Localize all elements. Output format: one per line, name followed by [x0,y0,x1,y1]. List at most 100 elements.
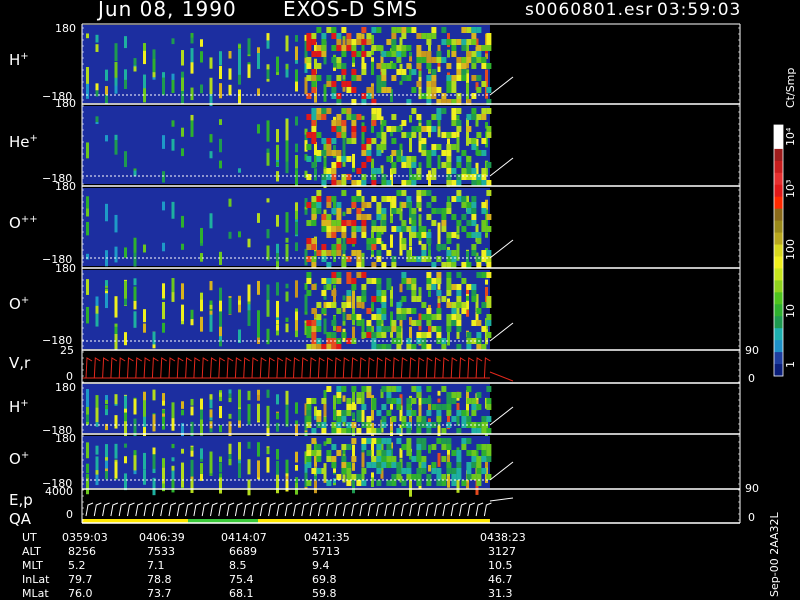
spectrogram-cell [331,456,337,462]
y-tick-max: 180 [55,180,76,193]
spectrogram-cell [466,251,469,268]
spectrogram-cell [171,404,175,419]
spectrogram-cell [406,132,412,138]
energy-mark [450,502,459,517]
spectrogram-cell [475,118,479,127]
spectrogram-cell [406,410,412,416]
spectrogram-cell [219,425,222,433]
spectrogram-cell [371,262,377,268]
spectrogram-cell [321,290,327,296]
spectrogram-cell [371,428,377,434]
spectrogram-cell [475,294,479,305]
header-mission: EXOS-D SMS [283,0,419,21]
spectrogram-cell [181,304,184,322]
spectrogram-cell [486,428,492,434]
spectrogram-cell [361,438,367,444]
spectrogram-cell [436,99,442,105]
spectrogram-cell [181,401,184,409]
colorbar-swatch [774,232,783,246]
spectrogram-cell [171,443,175,449]
spectrogram-cell [456,326,462,332]
spectrogram-cell [396,474,402,480]
spectrogram-cell [416,392,422,398]
spectrogram-cell [431,168,437,174]
spectrogram-cell [361,115,365,120]
spectrogram-cell [396,344,402,350]
spectrogram-cell [321,51,327,57]
spectrogram-cell [86,67,89,84]
spectrogram-cell [437,452,441,467]
spectrogram-cell [486,450,492,456]
spectrogram-cell [471,450,477,456]
spectrogram-cell [466,405,469,419]
spectrogram-cell [323,140,327,158]
spectrogram-cell [257,47,260,57]
spectrogram-cell [247,38,251,55]
spectrogram-cell [411,284,417,290]
spectrogram-cell [346,33,352,39]
spectrogram-cell [451,180,457,186]
spectrogram-cell [371,250,374,255]
spectrogram-cell [361,252,365,268]
spectrogram-cell [152,58,156,72]
spectrogram-cell [486,87,492,93]
spectrogram-cell [336,244,342,250]
spectrogram-cell [361,444,367,450]
spectrogram-cell [418,287,422,298]
spectrogram-cell [341,332,347,338]
spectrogram-cell [481,114,487,120]
spectrogram-cell [481,208,487,214]
spectrogram-cell [361,93,367,99]
spectrogram-cell [376,450,382,456]
spectrogram-cell [228,397,232,403]
energy-mark [334,502,343,517]
spectrogram-cell [401,220,407,226]
spectrogram-cell [446,168,452,174]
spectrogram-cell [366,438,372,444]
spectrogram-cell [306,144,312,150]
spectrogram-cell [105,458,108,469]
spectrogram-cell [401,314,407,320]
spectrogram-cell [391,398,397,404]
spectrogram-cell [190,48,194,63]
colorbar-swatch [774,125,783,138]
spectrogram-cell [421,256,427,262]
spectrogram-cell [476,238,482,244]
velocity-mark [118,357,126,379]
spectrogram-cell [391,114,397,120]
spectrogram-cell [351,126,357,132]
spectrogram-cell [471,296,477,302]
spectrogram-cell [366,150,372,156]
spectrogram-cell [441,244,447,250]
spectrogram-cell [406,338,412,344]
spectrogram-cell [461,45,467,51]
spectrogram-cell [152,49,156,59]
spectrogram-cell [356,474,362,480]
spectrogram-cell [331,244,337,250]
spectrogram-cell [481,63,487,69]
spectrogram-cell [396,404,402,410]
spectrogram-cell [466,300,469,310]
spectrogram-cell [436,332,442,338]
spectrogram-cell [485,325,488,336]
energy-mark [442,502,451,517]
spectrogram-cell [399,283,403,293]
spectrogram-cell [333,252,336,263]
spectrogram-cell [295,203,298,220]
spectrogram-cell [436,87,442,93]
spectrogram-cell [171,38,175,45]
spectrogram-cell [331,422,337,428]
spectrogram-cell [238,389,241,398]
spectrogram-cell [461,27,467,33]
colorbar-swatch [774,172,783,186]
spectrogram-cell [306,404,312,410]
spectrogram-cell [406,428,412,434]
spectrogram-cell [257,323,260,338]
spectrogram-cell [451,256,457,262]
spectrogram-cell [143,74,146,89]
spectrogram-cell [133,455,137,471]
spectrogram-cell [409,230,412,247]
spectrogram-cell [316,108,322,114]
energy-mark [176,502,185,517]
spectrogram-cell [341,444,347,450]
